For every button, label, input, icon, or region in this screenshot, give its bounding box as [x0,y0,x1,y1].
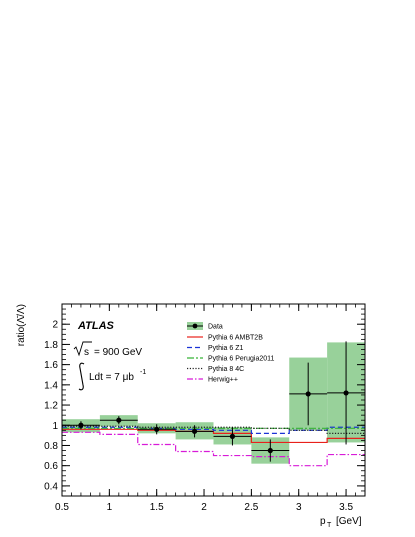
y-tick-label: 0.8 [44,441,58,452]
legend-label: Pythia 6 AMBT2B [208,335,263,342]
y-tick-label: 1.2 [44,401,58,412]
legend-label: Pythia 6 Perugia2011 [208,356,275,363]
data-point [229,433,236,439]
x-axis-unit: [GeV] [336,516,362,527]
data-point [343,390,349,396]
data-point [154,426,160,432]
y-tick-label: 1 [52,421,58,432]
model-line [62,425,365,434]
y-tick-label: 1.4 [44,380,58,391]
legend-label: Herwig++ [208,377,238,384]
luminosity-label: Ldt = 7 μb [89,372,134,383]
integral-icon [78,362,85,391]
y-tick-label: 1.8 [44,340,58,351]
x-axis-label-subscript: T [327,522,332,529]
y-tick-label: 2 [52,320,58,331]
sqrt-icon [73,341,92,357]
y-tick-label: 0.4 [44,481,58,492]
legend-label: Pythia 6 Z1 [208,345,244,352]
x-tick-label: 3.5 [339,502,353,513]
x-tick-label: 2.5 [244,502,258,513]
x-tick-label: 2 [201,502,207,513]
x-axis-title: p T [GeV] [320,516,362,529]
data-points [62,341,365,462]
x-tick-label: 1.5 [150,502,164,513]
data-point [267,447,273,454]
y-tick-label: 1.6 [44,360,58,371]
model-line [62,431,365,467]
data-point [78,422,84,428]
luminosity-annotation: Ldt = 7 μb -1 [78,362,146,391]
luminosity-exponent: -1 [140,369,146,376]
x-tick-label: 3 [296,502,302,513]
legend: Data Pythia 6 AMBT2B Pythia 6 Z1 Pythia 6 P… [187,322,275,384]
experiment-label: ATLAS [77,320,115,332]
data-point [191,428,198,434]
energy-label: = 900 GeV [94,347,142,358]
x-tick-label: 0.5 [55,502,69,513]
legend-label: Data [208,324,223,331]
data-point [116,417,122,423]
y-axis-label: ratio(Λ̄/Λ) [16,304,27,346]
x-axis: 0.5 1 1.5 2 2.5 3 3.5 [55,304,366,513]
legend-swatch-marker [192,323,198,329]
data-point [305,391,311,397]
legend-label: Pythia 8 4C [208,366,244,373]
x-axis-label: p [320,516,326,527]
y-axis: 0.4 0.6 0.8 1 1.2 1.4 1.6 1.8 2 [44,308,365,492]
energy-annotation: s = 900 GeV [73,341,142,358]
energy-symbol: s [84,347,89,358]
x-tick-label: 1 [107,502,113,513]
y-tick-label: 0.6 [44,461,58,472]
